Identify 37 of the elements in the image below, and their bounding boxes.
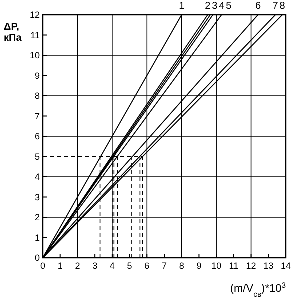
series-label: 1: [179, 1, 186, 12]
x-tick-label: 3: [92, 261, 98, 271]
y-tick-label: 3: [34, 192, 40, 202]
y-tick-label: 10: [30, 50, 40, 60]
series-label: 8: [280, 1, 286, 12]
x-tick-label: 8: [179, 261, 184, 271]
series-label: 4: [219, 1, 226, 12]
x-tick-label: 6: [144, 261, 150, 271]
x-tick-label: 2: [75, 261, 80, 271]
y-tick-label: 2: [34, 212, 40, 222]
series-label: 2: [205, 1, 212, 12]
x-tick-label: 7: [162, 261, 168, 271]
x-tick-label: 13: [264, 261, 274, 271]
y-tick-label: 11: [30, 30, 40, 40]
y-tick-label: 5: [34, 152, 40, 162]
y-axis-title: ΔP, кПа: [4, 22, 22, 44]
y-tick-label: 8: [34, 91, 40, 101]
x-tick-label: 11: [229, 261, 239, 271]
x-axis-title: (m/V$_{св}$)*10$^{3}$: [230, 280, 286, 298]
x-tick-label: 5: [127, 261, 132, 271]
x-tick-label: 12: [246, 261, 256, 271]
y-tick-label: 7: [34, 111, 40, 122]
series-label: 5: [226, 1, 232, 12]
y-tick-label: 1: [34, 232, 40, 243]
x-tick-label: 4: [110, 261, 115, 271]
y-tick-label: 9: [34, 70, 40, 81]
x-tick-label: 1: [58, 261, 63, 271]
y-tick-label: 4: [34, 172, 40, 182]
y-tick-label: 6: [34, 132, 40, 142]
x-tick-label: 10: [212, 261, 222, 271]
series-label: 3: [212, 1, 218, 12]
series-label: 6: [255, 1, 262, 12]
series-label: 7: [272, 1, 279, 12]
y-tick-label: 0: [34, 253, 40, 263]
y-tick-label: 12: [30, 10, 40, 20]
x-tick-label: 14: [280, 261, 292, 271]
x-tick-label: 9: [196, 261, 202, 271]
